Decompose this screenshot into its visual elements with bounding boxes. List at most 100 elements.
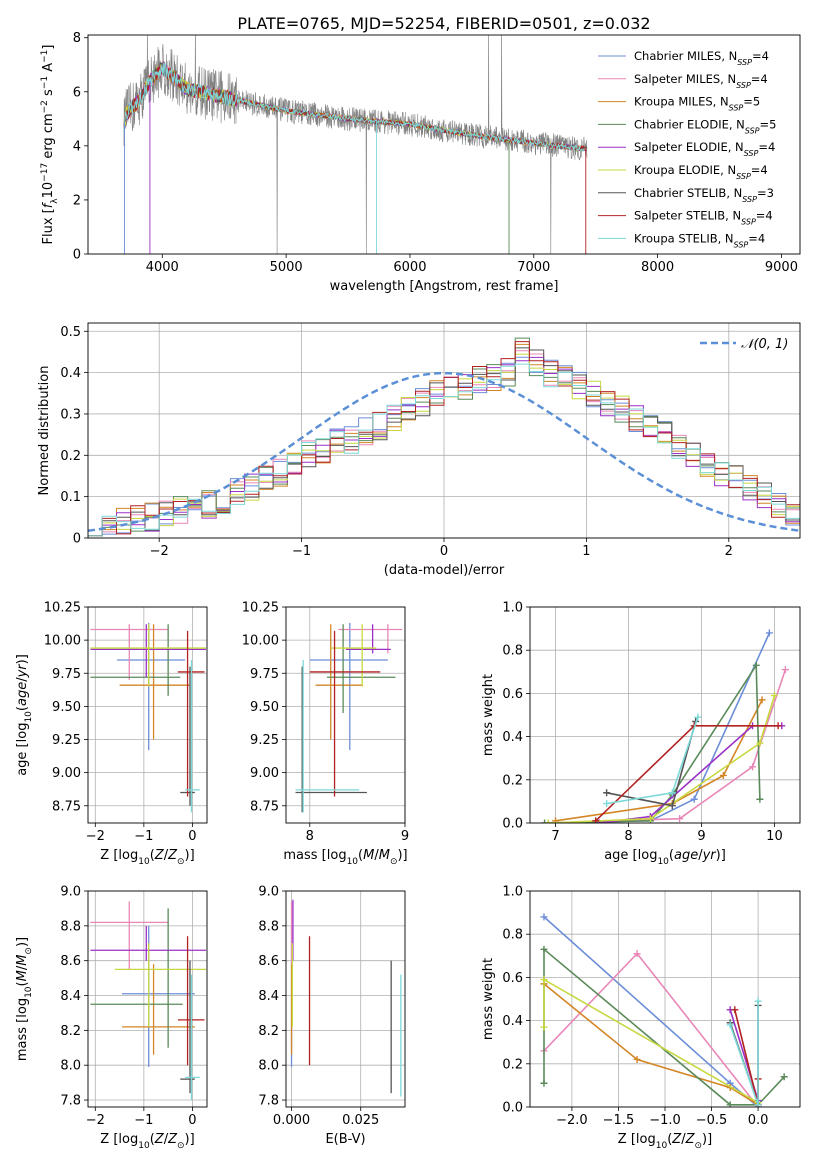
y-tick-label: 0.0 — [502, 817, 523, 832]
y-axis-label: age [log10(age/yr)] — [15, 654, 34, 776]
y-tick-label: 9.0 — [60, 885, 81, 900]
x-tick-label: −1 — [134, 1113, 153, 1128]
y-tick-label: 9.50 — [52, 700, 81, 715]
y-tick-label: 0 — [73, 248, 81, 263]
y-tick-label: 9.75 — [52, 667, 81, 682]
x-tick-label: 7 — [551, 829, 559, 844]
axes-frame — [285, 890, 406, 1108]
plot-area — [540, 913, 788, 1107]
x-tick-label: −2.0 — [556, 1113, 588, 1128]
y-tick-label: 6 — [73, 85, 81, 100]
weight-line-1 — [548, 669, 787, 823]
y-tick-label: 0.2 — [502, 1057, 523, 1072]
y-tick-label: 8.0 — [60, 1059, 81, 1074]
histogram-step-7 — [88, 341, 800, 537]
y-tick-label: 4 — [73, 139, 81, 154]
x-tick-label: −1.5 — [603, 1113, 635, 1128]
figure-title: PLATE=0765, MJD=52254, FIBERID=0501, z=0… — [237, 14, 650, 33]
y-tick-label: 10.00 — [242, 634, 279, 649]
weight-marker — [765, 629, 773, 637]
y-tick-label: 0.4 — [60, 366, 81, 381]
x-tick-label: −2 — [86, 1113, 105, 1128]
y-tick-label: 8.8 — [60, 919, 81, 934]
x-tick-label: −1.0 — [649, 1113, 681, 1128]
weight-marker — [774, 722, 782, 730]
x-axis-label: wavelength [Angstrom, rest frame] — [330, 279, 559, 294]
legend-label: Salpeter MILES, NSSP=4 — [634, 72, 768, 90]
weight-marker — [676, 815, 684, 823]
weight-marker — [781, 666, 789, 674]
y-tick-label: 2 — [73, 193, 81, 208]
x-tick-label: 0.0 — [748, 1113, 769, 1128]
ticks: 7 8 9 10 0.0 0.2 0.4 0.6 0.8 1.0 — [502, 601, 782, 845]
y-tick-label: 10.00 — [44, 634, 81, 649]
y-tick-label: 7.8 — [60, 1094, 81, 1109]
weight-marker — [592, 817, 600, 823]
ticks: −2 −1 0 8.75 9.00 9.25 9.50 9.75 10.00 10.25 — [44, 601, 197, 845]
x-tick-label: −0.5 — [696, 1113, 728, 1128]
x-tick-label: 0 — [188, 1113, 196, 1128]
plot-area — [90, 622, 207, 813]
y-tick-label: 1.0 — [502, 885, 523, 900]
x-tick-label: 0 — [188, 829, 196, 844]
axes-frame — [87, 606, 208, 824]
y-tick-label: 0.6 — [502, 687, 523, 702]
axes-spectrum: 4000 5000 6000 7000 8000 9000 0 2 4 6 8 wavelength … — [40, 31, 801, 294]
y-tick-label: 9.25 — [250, 733, 279, 748]
axes-frame — [87, 322, 801, 539]
x-tick-label: 9 — [697, 829, 705, 844]
weight-marker — [731, 1006, 739, 1014]
y-axis-label: mass weight — [481, 674, 496, 756]
ticks: 0.000 0.025 7.8 8.0 8.2 8.4 8.6 8.8 9.0 — [258, 885, 379, 1129]
axes-weight-vs-Z: −2.0 −1.5 −1.0 −0.5 0.0 0.0 0.2 0.4 0.6 0.8 1.0 Z [… — [481, 885, 801, 1151]
weight-marker — [749, 763, 757, 771]
axes-age-vs-Z: −2 −1 0 8.75 9.00 9.25 9.50 9.75 10.00 10.25 Z [lo… — [15, 601, 208, 867]
legend-label: Salpeter STELIB, NSSP=4 — [634, 209, 773, 227]
axes-frame — [87, 890, 208, 1108]
legend-label: Chabrier ELODIE, NSSP=5 — [634, 117, 776, 135]
weight-marker — [694, 713, 702, 721]
axes-frame — [285, 606, 406, 824]
weight-line-0 — [543, 916, 759, 1107]
y-tick-label: 8.2 — [60, 1024, 81, 1039]
plot-area — [123, 35, 588, 254]
x-tick-label: 0.000 — [273, 1113, 310, 1128]
weight-line-3 — [543, 947, 785, 1106]
y-tick-label: 0.3 — [60, 407, 81, 422]
x-tick-label: 10 — [766, 829, 783, 844]
y-tick-label: 0.2 — [60, 449, 81, 464]
x-tick-label: 8000 — [641, 260, 674, 275]
y-tick-label: 0.2 — [502, 773, 523, 788]
plot-area — [541, 629, 789, 823]
y-axis-label: Flux [fλ10−17 erg cm−2 s−1 A−1] — [40, 45, 60, 245]
weight-marker — [752, 661, 760, 669]
normal-curve-line — [88, 371, 800, 533]
y-tick-label: 9.00 — [52, 766, 81, 781]
x-axis-label: Z [log10(Z/Z⊙)] — [100, 1132, 194, 1151]
histogram-step-2 — [88, 343, 800, 537]
x-tick-label: 9 — [401, 829, 409, 844]
x-tick-label: −1 — [134, 829, 153, 844]
weight-line-5 — [548, 695, 776, 823]
x-tick-label: 0.025 — [342, 1113, 379, 1128]
ticks: −2 −1 0 1 2 0 0.1 0.2 0.3 0.4 0.5 — [60, 325, 733, 559]
weight-marker — [756, 795, 764, 803]
x-axis-label: Z [log10(Z/Z⊙)] — [100, 848, 194, 867]
axes-residuals: −2 −1 0 1 2 0 0.1 0.2 0.3 0.4 0.5 (data-model)/erro… — [37, 322, 801, 578]
x-tick-label: 5000 — [270, 260, 303, 275]
axes-frame — [529, 890, 801, 1108]
axes-frame — [529, 606, 801, 824]
axes-mass-vs-EBV: 0.000 0.025 7.8 8.0 8.2 8.4 8.6 8.8 9.0 E(B-V) — [258, 885, 406, 1147]
y-tick-label: 0.8 — [502, 928, 523, 943]
y-axis-label: mass [log10(M/M⊙)] — [15, 937, 34, 1061]
axes-weight-vs-age: 7 8 9 10 0.0 0.2 0.4 0.6 0.8 1.0 age [log10(age/yr… — [481, 601, 801, 867]
weight-line-3 — [544, 662, 761, 823]
y-tick-label: 0.8 — [502, 644, 523, 659]
x-tick-label: 2 — [725, 544, 733, 559]
y-tick-label: 0.4 — [502, 730, 523, 745]
x-tick-label: 4000 — [146, 260, 179, 275]
plot-area — [88, 337, 800, 537]
weight-marker — [633, 950, 641, 958]
y-tick-label: 9.00 — [250, 766, 279, 781]
